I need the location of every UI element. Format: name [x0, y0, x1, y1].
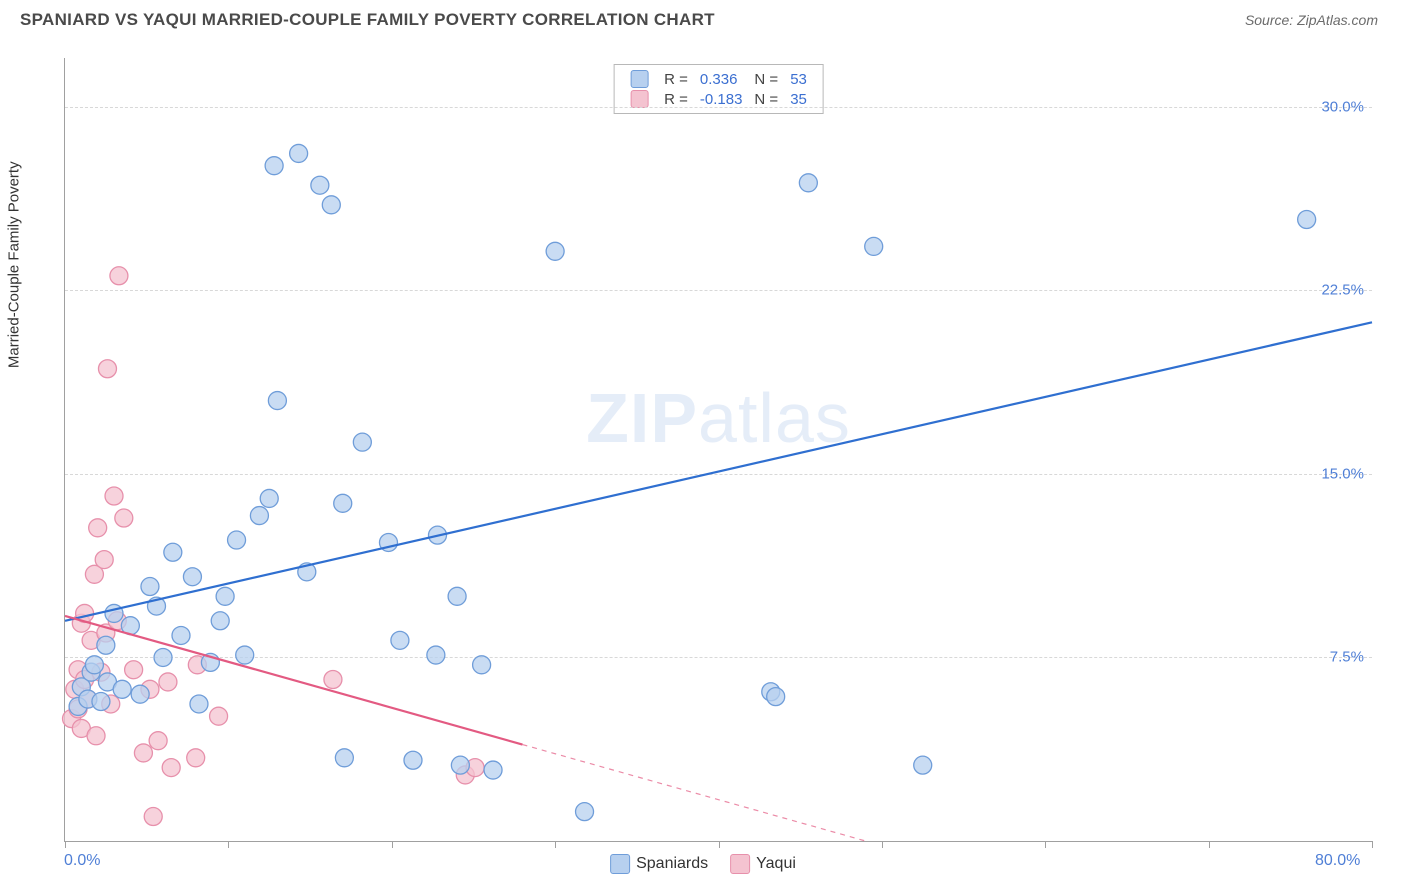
data-point [404, 751, 422, 769]
legend-item: Yaqui [730, 854, 796, 874]
data-point [172, 626, 190, 644]
data-point [216, 587, 234, 605]
data-point [131, 685, 149, 703]
data-point [335, 749, 353, 767]
data-point [190, 695, 208, 713]
data-point [98, 360, 116, 378]
data-point [236, 646, 254, 664]
data-point [311, 176, 329, 194]
data-point [250, 507, 268, 525]
data-point [141, 578, 159, 596]
legend-item: Spaniards [610, 854, 708, 874]
data-point [110, 267, 128, 285]
data-point [473, 656, 491, 674]
x-tick [555, 841, 556, 848]
data-point [97, 636, 115, 654]
x-tick [228, 841, 229, 848]
data-point [162, 759, 180, 777]
data-point [115, 509, 133, 527]
x-axis-min-label: 0.0% [64, 852, 100, 870]
chart-container: Married-Couple Family Poverty ZIPatlas R… [20, 44, 1386, 882]
x-axis-max-label: 80.0% [1315, 852, 1360, 870]
data-point [210, 707, 228, 725]
data-point [228, 531, 246, 549]
data-point [113, 680, 131, 698]
data-point [164, 543, 182, 561]
data-point [211, 612, 229, 630]
data-point [427, 646, 445, 664]
data-point [324, 671, 342, 689]
data-point [322, 196, 340, 214]
x-tick [392, 841, 393, 848]
data-point [85, 656, 103, 674]
chart-svg [65, 58, 1372, 841]
data-point [260, 489, 278, 507]
y-axis-label: Married-Couple Family Poverty [6, 161, 23, 368]
data-point [187, 749, 205, 767]
chart-title: SPANIARD VS YAQUI MARRIED-COUPLE FAMILY … [20, 10, 715, 30]
data-point [183, 568, 201, 586]
data-point [391, 631, 409, 649]
data-point [290, 144, 308, 162]
data-point [144, 808, 162, 826]
data-point [87, 727, 105, 745]
data-point [767, 688, 785, 706]
x-tick [65, 841, 66, 848]
data-point [448, 587, 466, 605]
x-tick [719, 841, 720, 848]
data-point [89, 519, 107, 537]
data-point [914, 756, 932, 774]
data-point [268, 392, 286, 410]
data-point [546, 242, 564, 260]
data-point [95, 551, 113, 569]
data-point [865, 237, 883, 255]
trend-line [65, 322, 1372, 621]
data-point [134, 744, 152, 762]
series-legend: Spaniards Yaqui [610, 854, 796, 874]
data-point [484, 761, 502, 779]
data-point [265, 157, 283, 175]
data-point [451, 756, 469, 774]
data-point [334, 494, 352, 512]
data-point [1298, 210, 1316, 228]
x-tick [882, 841, 883, 848]
x-tick [1209, 841, 1210, 848]
data-point [92, 693, 110, 711]
x-tick [1372, 841, 1373, 848]
trend-line [65, 616, 522, 745]
data-point [105, 487, 123, 505]
data-point [159, 673, 177, 691]
data-point [125, 661, 143, 679]
data-point [353, 433, 371, 451]
data-point [799, 174, 817, 192]
data-point [149, 732, 167, 750]
x-tick [1045, 841, 1046, 848]
data-point [576, 803, 594, 821]
source-label: Source: ZipAtlas.com [1245, 12, 1378, 28]
plot-area: ZIPatlas R =0.336N =53R =-0.183N =35 7.5… [64, 58, 1372, 842]
data-point [154, 648, 172, 666]
trend-line-dashed [522, 745, 865, 841]
